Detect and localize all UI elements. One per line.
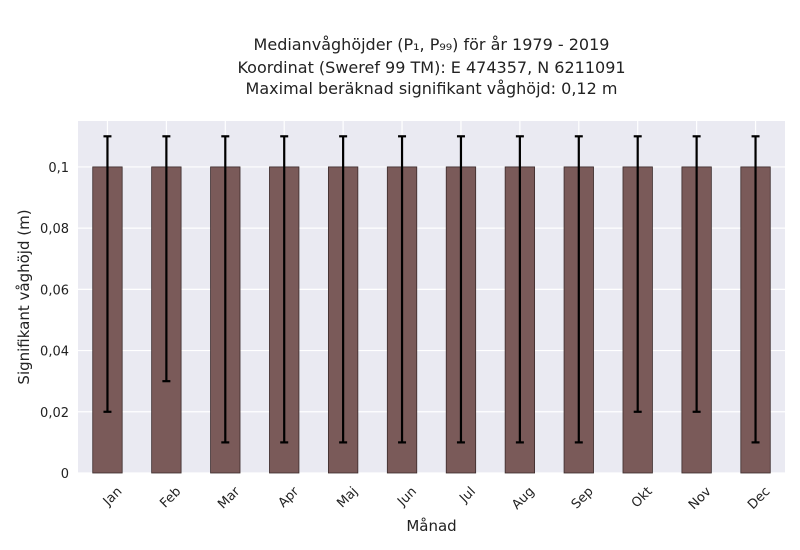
- error-bar-nov: [692, 135, 701, 413]
- chart-title-line-3: Maximal beräknad signifikant våghöjd: 0,…: [245, 79, 618, 98]
- error-bar-okt: [633, 135, 642, 413]
- y-tick-label: 0,02: [40, 406, 69, 421]
- y-axis-label: Signifikant våghöjd (m): [15, 209, 33, 384]
- y-tick-label: 0,04: [40, 345, 69, 360]
- error-bar-jun: [398, 135, 407, 444]
- error-bar-jul: [456, 135, 465, 444]
- x-tick-labels: Jan Feb Mar Apr Maj Jun Jul Aug Sep Okt Nov Dec: [100, 484, 774, 513]
- x-tick-label-aug: Aug: [509, 484, 538, 513]
- y-tick-label: 0,06: [40, 283, 69, 298]
- error-bar-maj: [339, 135, 348, 444]
- error-bar-sep: [574, 135, 583, 444]
- y-tick-labels: 0 0,02 0,04 0,06 0,08 0,1: [40, 161, 69, 482]
- error-bar-apr: [280, 135, 289, 444]
- error-bar-aug: [515, 135, 524, 444]
- error-bar-dec: [751, 135, 760, 444]
- x-tick-label-dec: Dec: [745, 484, 773, 512]
- x-tick-label-mar: Mar: [215, 484, 243, 512]
- y-tick-label: 0,1: [48, 161, 69, 176]
- x-tick-label-nov: Nov: [686, 484, 715, 513]
- x-tick-label-apr: Apr: [276, 484, 303, 511]
- chart-title-line-2: Koordinat (Sweref 99 TM): E 474357, N 62…: [237, 58, 626, 77]
- y-tick-label: 0,08: [40, 222, 69, 237]
- x-tick-label-jan: Jan: [100, 484, 125, 509]
- x-tick-label-jun: Jun: [394, 484, 420, 510]
- x-axis-label: Månad: [406, 517, 456, 535]
- error-bars: [103, 135, 760, 444]
- error-bar-mar: [221, 135, 230, 444]
- plot-area: [78, 121, 785, 473]
- x-tick-label-jul: Jul: [456, 484, 478, 506]
- x-tick-label-feb: Feb: [157, 484, 184, 511]
- x-tick-label-maj: Maj: [334, 484, 361, 511]
- error-bar-feb: [162, 135, 171, 383]
- chart-title-line-1: Medianvåghöjder (P₁, P₉₉) för år 1979 - …: [253, 35, 610, 54]
- y-tick-label: 0: [61, 467, 69, 482]
- x-tick-label-okt: Okt: [629, 484, 656, 511]
- x-tick-label-sep: Sep: [569, 484, 597, 512]
- error-bar-jan: [103, 135, 112, 413]
